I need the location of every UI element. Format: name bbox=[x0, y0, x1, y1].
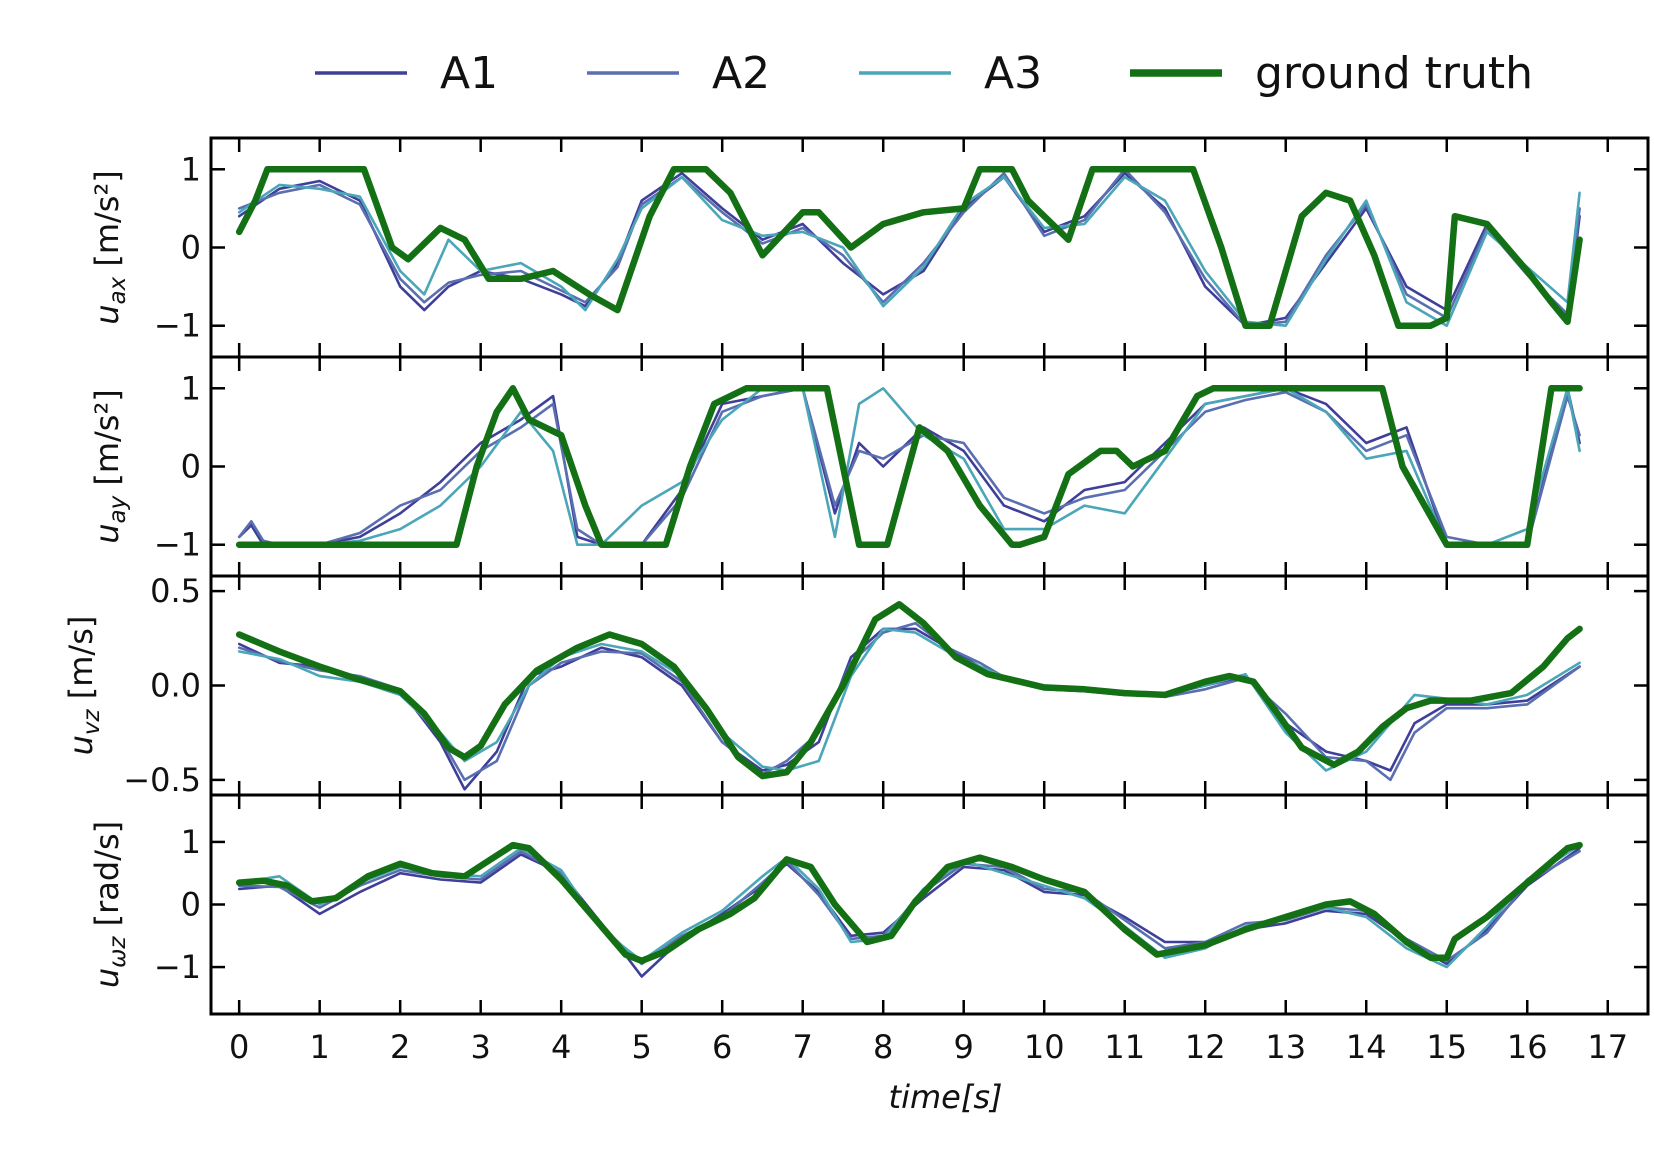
y-label-subscript: ay bbox=[105, 495, 131, 523]
series-line-a3 bbox=[237, 175, 1581, 328]
wz-panel: 1 0 −1 uωz [rad/s] bbox=[88, 793, 1650, 1016]
y-tick-label: 1 bbox=[181, 369, 201, 407]
legend-label-3: ground truth bbox=[1255, 48, 1533, 99]
x-tick-label: 7 bbox=[793, 1028, 813, 1066]
series-line-a2 bbox=[237, 386, 1581, 547]
y-label-symbol: u bbox=[88, 524, 126, 544]
y-tick-label: −1 bbox=[154, 526, 201, 564]
plot-frame bbox=[209, 793, 1650, 1016]
y-axis-label: uay [m/s²] bbox=[88, 389, 131, 544]
plot-frame bbox=[209, 574, 1650, 797]
series-group bbox=[235, 385, 1583, 548]
series-line-a2 bbox=[237, 168, 1581, 328]
y-tick-label: 1 bbox=[181, 150, 201, 188]
x-tick-label: 12 bbox=[1185, 1028, 1226, 1066]
y-label-unit: [rad/s] bbox=[88, 821, 126, 937]
y-label-subscript: vz bbox=[79, 708, 105, 735]
x-tick-label: 13 bbox=[1265, 1028, 1306, 1066]
x-tick-label: 6 bbox=[712, 1028, 732, 1066]
series-line-a2 bbox=[237, 621, 1581, 782]
y-label-unit: [m/s²] bbox=[88, 389, 126, 496]
x-tick-label: 5 bbox=[632, 1028, 652, 1066]
x-tick-label: 17 bbox=[1587, 1028, 1628, 1066]
x-tick-label: 16 bbox=[1507, 1028, 1548, 1066]
series-group bbox=[235, 601, 1583, 791]
vz-panel: 0.5 0.0 −0.5 uvz [m/s] bbox=[62, 572, 1650, 799]
x-tick-label: 8 bbox=[873, 1028, 893, 1066]
y-tick-label: 0.5 bbox=[150, 572, 201, 610]
ay-panel: 1 0 −1 uay [m/s²] bbox=[88, 355, 1650, 578]
series-group bbox=[235, 841, 1583, 978]
legend-label-1: A2 bbox=[712, 48, 770, 99]
y-tick-label: 1 bbox=[181, 823, 201, 861]
y-tick-label: 0.0 bbox=[150, 667, 201, 705]
series-line-ground-truth bbox=[235, 385, 1583, 548]
y-tick-label: −1 bbox=[154, 948, 201, 986]
x-tick-label: 14 bbox=[1346, 1028, 1387, 1066]
legend-label-2: A3 bbox=[984, 48, 1042, 99]
x-tick-label: 2 bbox=[390, 1028, 410, 1066]
y-axis-label: uvz [m/s] bbox=[62, 616, 105, 756]
series-line-ground-truth bbox=[235, 841, 1583, 965]
y-axis-label: uax [m/s²] bbox=[88, 170, 131, 325]
x-tick-label: 3 bbox=[471, 1028, 491, 1066]
y-label-unit: [m/s] bbox=[62, 616, 100, 710]
y-tick-label: −1 bbox=[154, 307, 201, 345]
series-line-ground-truth bbox=[235, 601, 1583, 780]
x-tick-label: 15 bbox=[1426, 1028, 1467, 1066]
y-axis-label: uωz [rad/s] bbox=[88, 821, 131, 988]
legend-label-0: A1 bbox=[440, 48, 498, 99]
x-tick-label: 10 bbox=[1024, 1028, 1065, 1066]
x-tick-label: 9 bbox=[954, 1028, 974, 1066]
x-tick-label: 11 bbox=[1104, 1028, 1145, 1066]
y-label-symbol: u bbox=[88, 968, 126, 988]
series-line-a3 bbox=[237, 627, 1581, 772]
x-tick-label: 4 bbox=[551, 1028, 571, 1066]
x-tick-label: 0 bbox=[229, 1028, 249, 1066]
series-line-ground-truth bbox=[235, 166, 1583, 329]
ax-panel: 1 0 −1 uax [m/s²] bbox=[88, 136, 1650, 359]
y-label-symbol: u bbox=[88, 305, 126, 325]
y-tick-label: 0 bbox=[181, 886, 201, 924]
series-line-a1 bbox=[237, 386, 1581, 547]
x-tick-label: 1 bbox=[310, 1028, 330, 1066]
y-label-symbol: u bbox=[62, 735, 100, 755]
series-line-a1 bbox=[237, 627, 1581, 791]
x-axis-label: time[s] bbox=[889, 1078, 1003, 1116]
y-tick-label: 0 bbox=[181, 448, 201, 486]
series-line-a1 bbox=[237, 171, 1581, 328]
y-label-subscript: ωz bbox=[105, 936, 131, 968]
y-label-unit: [m/s²] bbox=[88, 170, 126, 277]
series-line-a3 bbox=[237, 386, 1581, 547]
legend: A1 A2 A3 ground truth bbox=[315, 48, 1533, 99]
y-label-subscript: ax bbox=[105, 276, 131, 304]
y-tick-label: 0 bbox=[181, 229, 201, 267]
y-tick-label: −0.5 bbox=[123, 761, 201, 799]
series-group bbox=[235, 166, 1583, 329]
